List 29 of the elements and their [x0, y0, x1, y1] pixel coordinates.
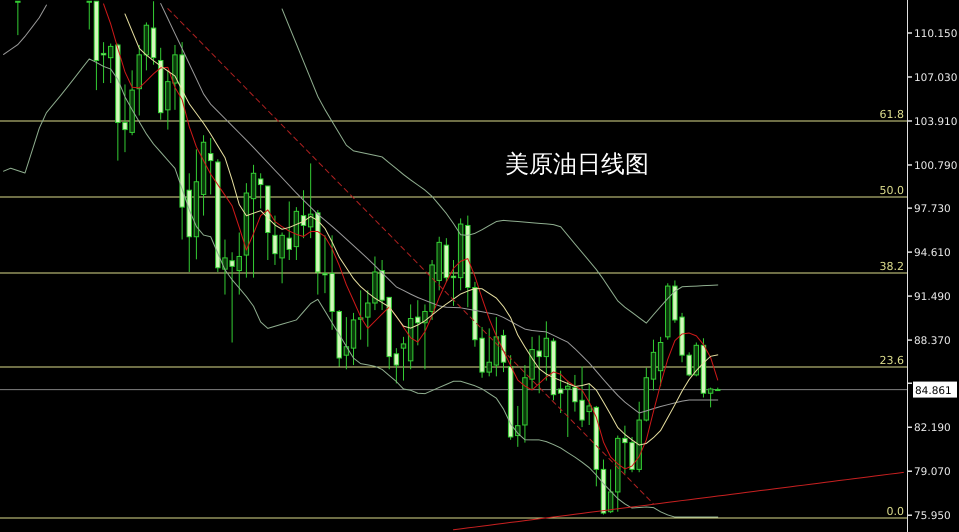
candlestick: [258, 172, 264, 210]
line-series: [3, 58, 718, 518]
candlestick: [400, 336, 406, 382]
y-tick-label: 94.610: [914, 247, 951, 260]
y-tick-label: 103.910: [914, 116, 958, 128]
candlestick: [272, 215, 278, 266]
y-tick-label: 79.070: [914, 466, 951, 478]
y-tick-label: 97.730: [914, 203, 951, 216]
y-tick-label: 75.950: [914, 510, 951, 522]
y-tick-label: 107.030: [914, 72, 958, 84]
ref-line-label: 84.861: [915, 385, 952, 398]
y-tick-label: 88.370: [914, 335, 951, 348]
candlestick: [322, 234, 328, 294]
candlestick: [450, 260, 456, 306]
y-tick-label: 110.150: [914, 28, 958, 40]
y-tick-label: 91.490: [914, 291, 951, 304]
line-series: [453, 472, 904, 530]
y-tick-label: 100.790: [914, 160, 958, 172]
annotation: 50.0: [880, 184, 904, 197]
annotation: 61.8: [880, 108, 904, 121]
text: 美原油日线图: [505, 150, 649, 178]
y-tick-label: 82.190: [914, 422, 951, 434]
candlestick: [15, 0, 21, 36]
annotation: 23.6: [880, 354, 904, 368]
annotation: 0.0: [886, 505, 904, 518]
annotation: 38.2: [880, 260, 904, 273]
line-series: [282, 8, 718, 324]
line-series: [167, 8, 654, 504]
candlestick: [122, 84, 128, 153]
